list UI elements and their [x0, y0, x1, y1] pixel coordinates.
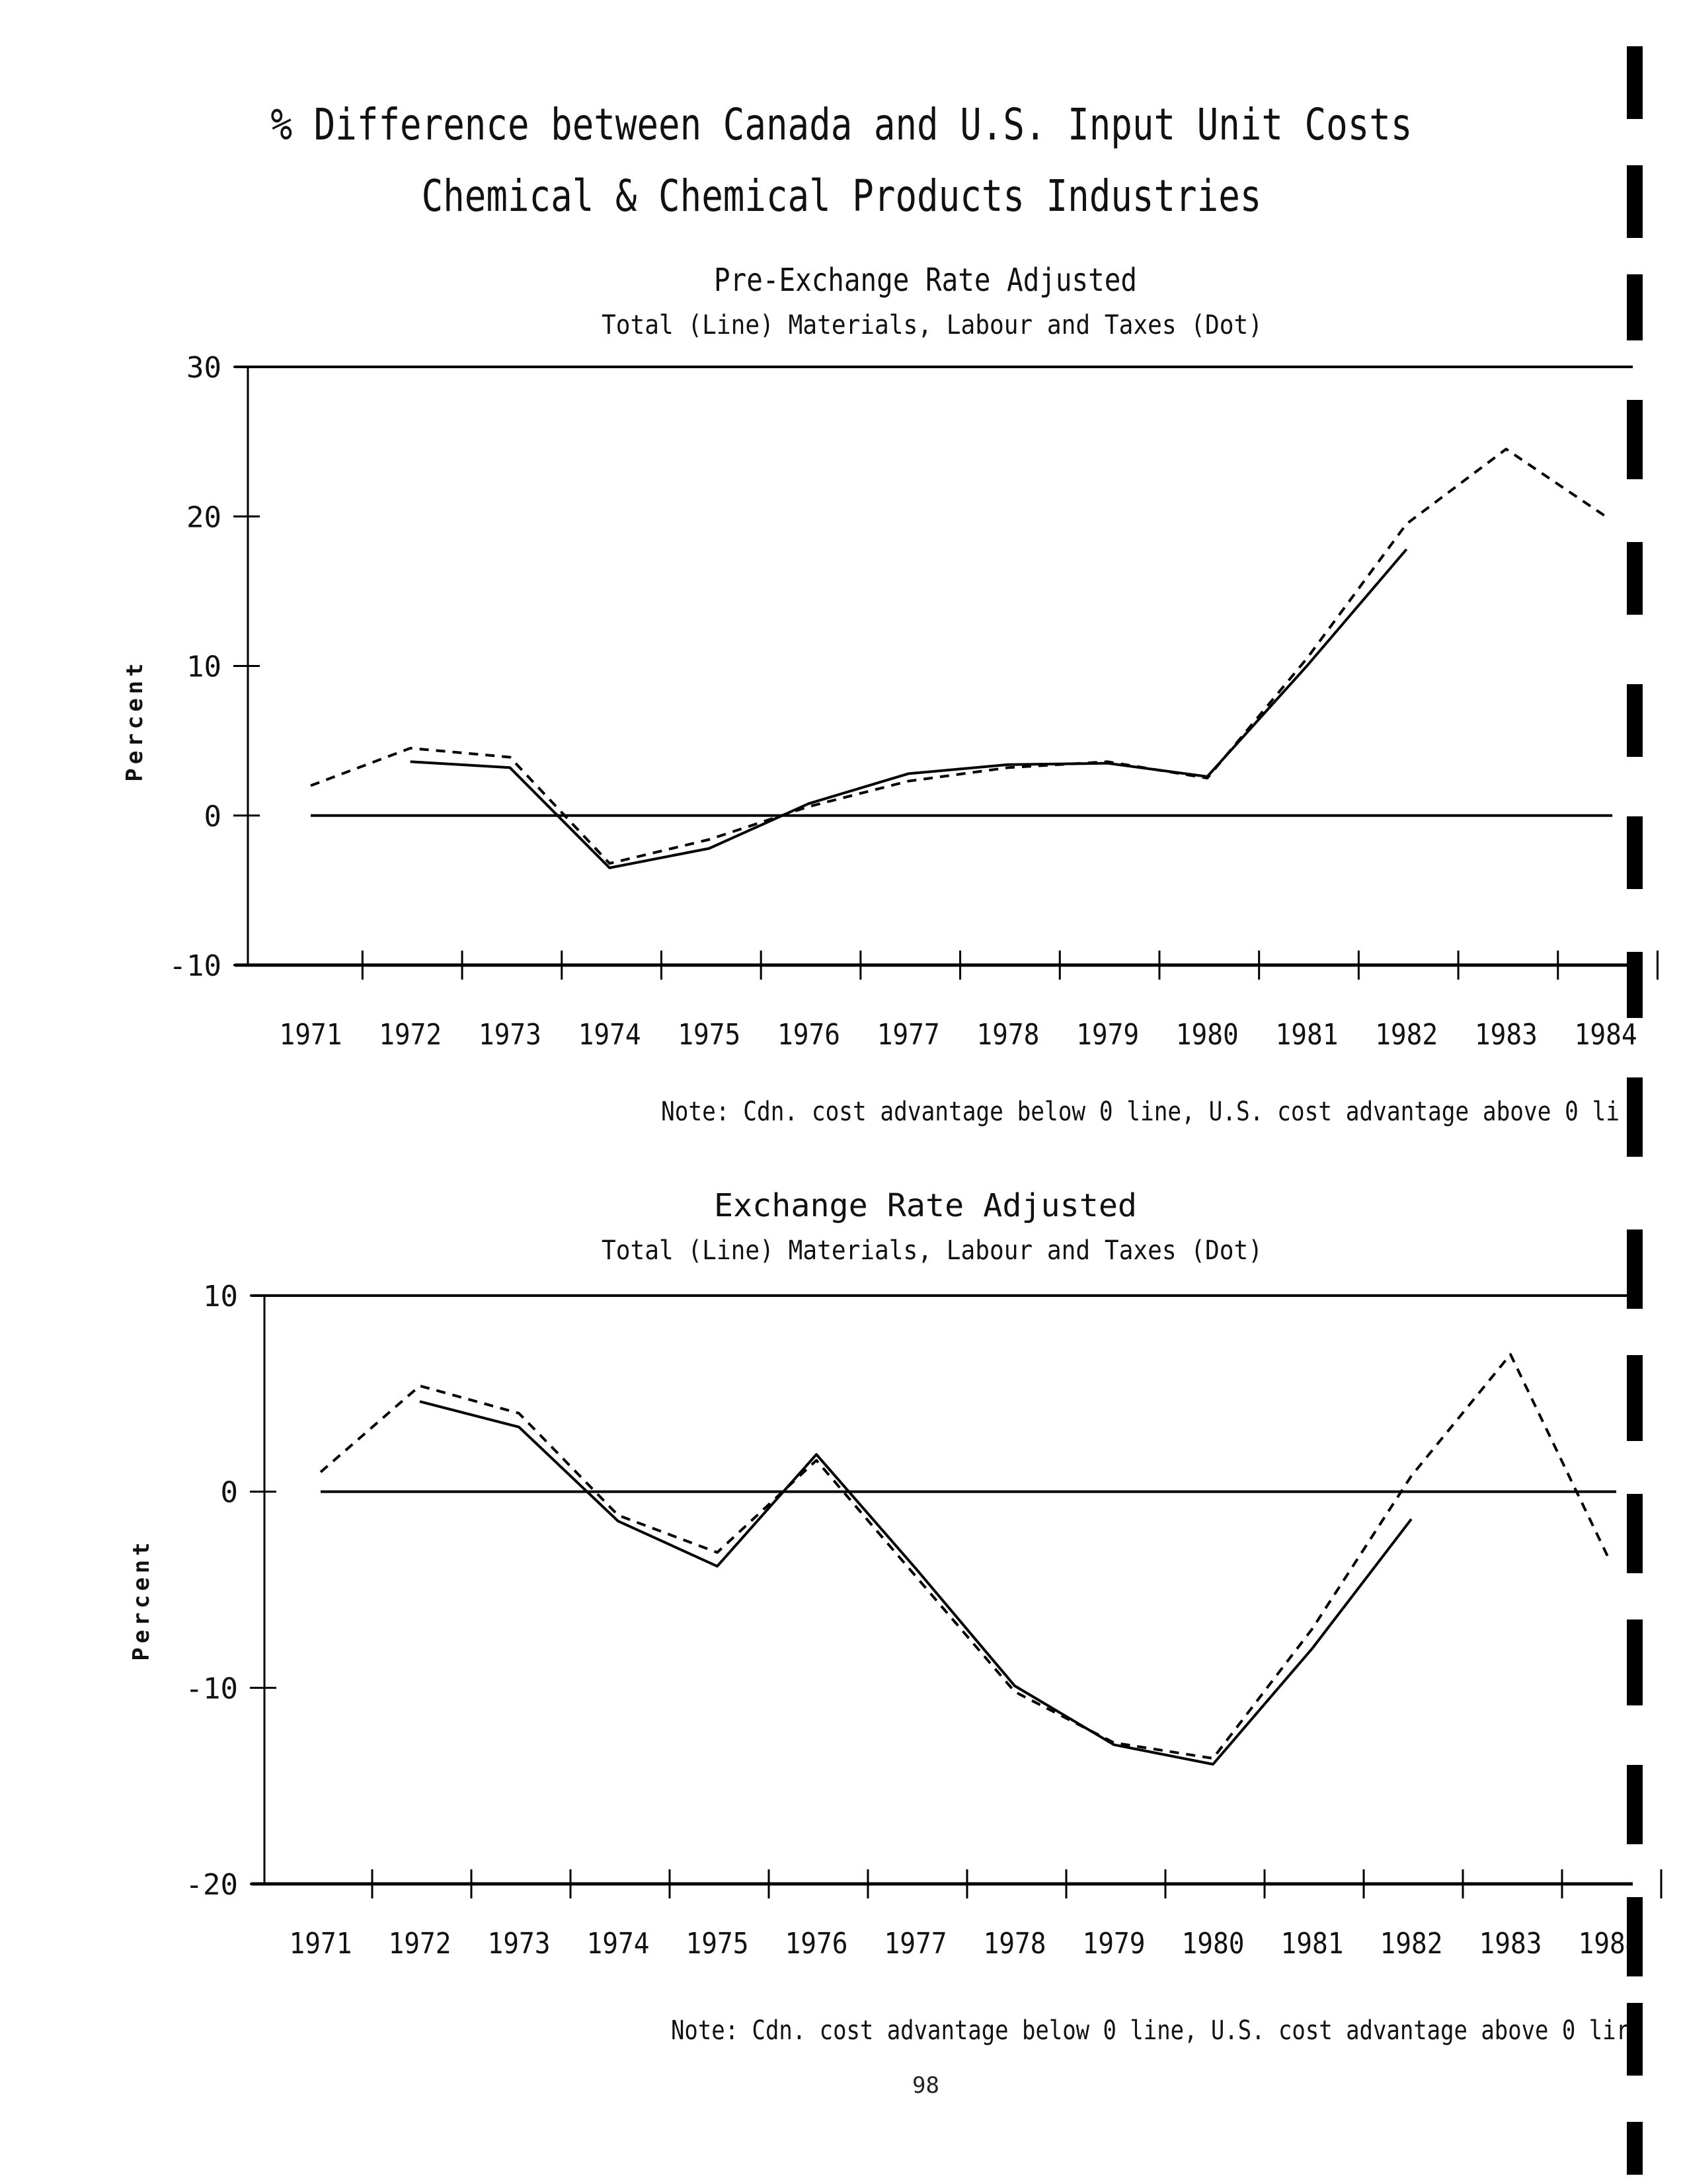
x-tick-label: 1976 [785, 1927, 848, 1961]
x-tick-label: 1974 [578, 1018, 641, 1052]
y-tick-label: -10 [169, 949, 221, 983]
y-axis-label: Percent [122, 659, 148, 781]
x-tick-label: 1978 [976, 1018, 1039, 1052]
x-tick-label: 1980 [1182, 1927, 1245, 1961]
y-tick-label: 20 [186, 500, 221, 534]
x-tick-label: 1973 [488, 1927, 551, 1961]
y-tick-label: 0 [204, 800, 222, 834]
x-tick-label: 1976 [777, 1018, 840, 1052]
y-axis-label: Percent [128, 1538, 155, 1660]
x-tick-label: 1979 [1076, 1018, 1139, 1052]
main-title-line1: % Difference between Canada and U.S. Inp… [270, 99, 1413, 150]
series-line-dotted [319, 1353, 1611, 1760]
x-tick-label: 1973 [479, 1018, 541, 1052]
x-tick-label: 1975 [678, 1018, 740, 1052]
x-tick-label: 1984 [1575, 1018, 1637, 1052]
page-number: 98 [912, 2072, 939, 2099]
x-tick-label: 1981 [1276, 1018, 1339, 1052]
x-tick-label: 1979 [1083, 1927, 1146, 1961]
series-line-dotted [310, 448, 1607, 865]
x-tick-label: 1983 [1479, 1927, 1542, 1961]
x-tick-label: 1982 [1375, 1018, 1438, 1052]
chart-title: Pre-Exchange Rate Adjusted [714, 262, 1137, 299]
x-tick-label: 1977 [884, 1927, 947, 1961]
binding-edge-marks [1623, 40, 1649, 2181]
x-tick-label: 1974 [587, 1927, 650, 1961]
chart-subtitle: Total (Line) Materials, Labour and Taxes… [602, 310, 1263, 340]
x-tick-label: 1975 [686, 1927, 749, 1961]
y-tick-label: -20 [186, 1868, 238, 1902]
chart-exchange-adjusted: Exchange Rate Adjusted Total (Line) Mater… [128, 1187, 1663, 2046]
x-tick-label: 1971 [290, 1927, 352, 1961]
main-title-line2: Chemical & Chemical Products Industries [421, 171, 1262, 221]
y-tick-label: 10 [203, 1280, 238, 1313]
y-tick-label: -10 [186, 1672, 238, 1705]
x-tick-label: 1977 [877, 1018, 940, 1052]
y-tick-label: 0 [221, 1476, 239, 1510]
x-tick-label: 1972 [389, 1927, 451, 1961]
chart-pre-exchange: Pre-Exchange Rate Adjusted Total (Line) M… [122, 262, 1659, 1127]
series-line-total [410, 548, 1408, 869]
x-tick-label: 1981 [1281, 1927, 1344, 1961]
chart-note: Note: Cdn. cost advantage below 0 line, … [661, 1097, 1620, 1127]
x-tick-label: 1978 [984, 1927, 1046, 1961]
chart-title: Exchange Rate Adjusted [714, 1187, 1137, 1224]
x-tick-label: 1972 [379, 1018, 442, 1052]
y-tick-label: 30 [186, 351, 221, 385]
x-tick-label: 1983 [1475, 1018, 1538, 1052]
chart-subtitle: Total (Line) Materials, Labour and Taxes… [602, 1235, 1263, 1266]
x-tick-label: 1980 [1176, 1018, 1239, 1052]
x-tick-label: 1971 [280, 1018, 342, 1052]
series-line-total [419, 1400, 1413, 1766]
y-tick-label: 10 [186, 650, 221, 684]
x-tick-label: 1982 [1380, 1927, 1443, 1961]
chart-note: Note: Cdn. cost advantage below 0 line, … [671, 2015, 1629, 2046]
